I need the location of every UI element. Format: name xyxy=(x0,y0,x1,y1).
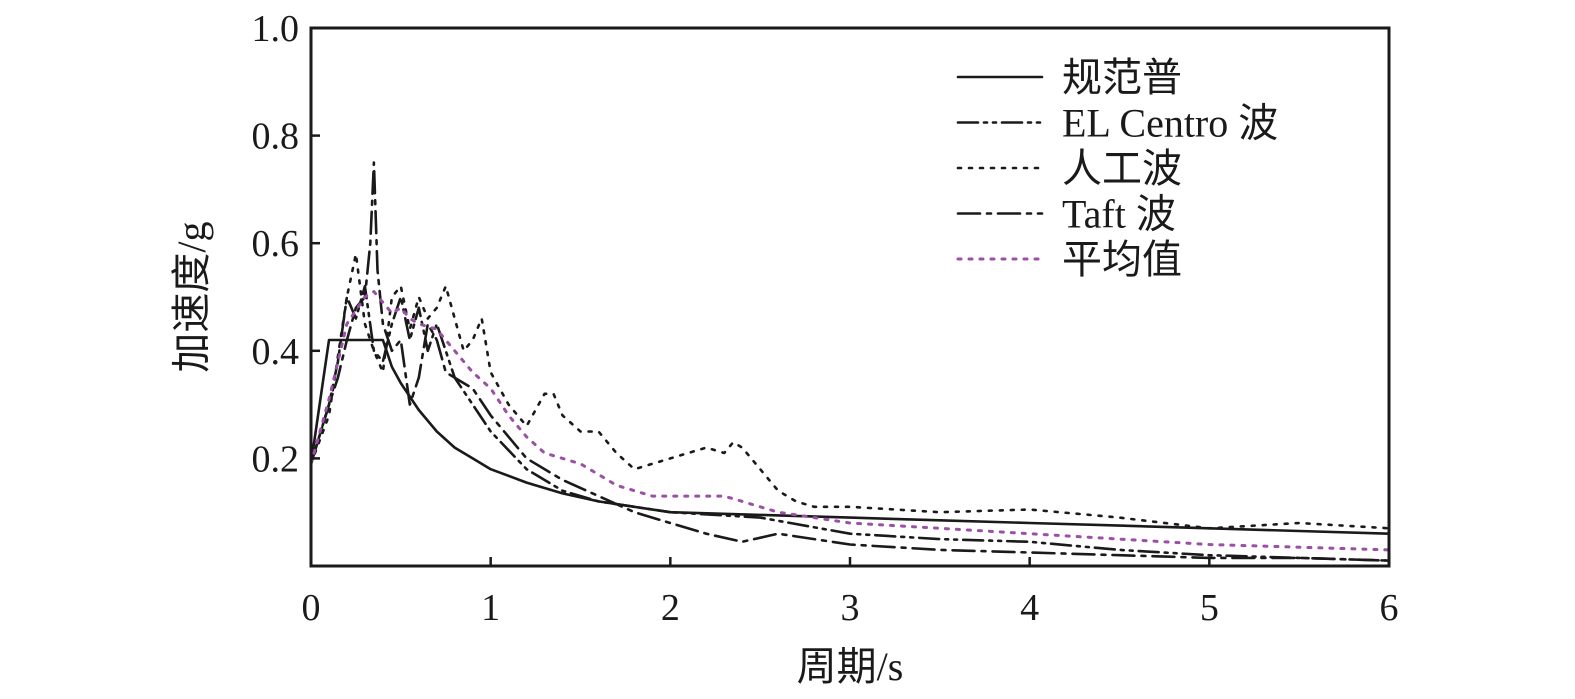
x-tick-label: 1 xyxy=(481,587,500,629)
y-tick-label: 0.4 xyxy=(252,331,300,373)
series-line-3 xyxy=(309,252,1391,530)
series-line-2 xyxy=(309,284,1391,562)
legend-label-3: 人工波 xyxy=(1062,146,1182,191)
x-tick-label: 5 xyxy=(1200,587,1219,629)
legend-label-1: 规范普 xyxy=(1062,55,1182,100)
y-tick-label: 0.6 xyxy=(252,223,300,265)
y-tick-label: 0.2 xyxy=(252,438,300,480)
y-tick-label: 0.8 xyxy=(252,116,300,158)
x-axis-title: 周期/s xyxy=(797,644,904,689)
series-line-4 xyxy=(309,161,1391,562)
x-tick-label: 3 xyxy=(841,587,860,629)
series-line-5 xyxy=(309,290,1391,552)
legend-label-2: EL Centro 波 xyxy=(1062,101,1278,146)
series-line-1 xyxy=(309,338,1391,536)
legend-label-4: Taft 波 xyxy=(1062,192,1176,237)
x-tick-label: 4 xyxy=(1020,587,1039,629)
y-axis-title: 加速度/g xyxy=(169,221,214,372)
x-tick-label: 0 xyxy=(302,587,321,629)
x-axis: 0 1 2 3 4 5 6 xyxy=(302,557,1399,629)
x-tick-label: 2 xyxy=(661,587,680,629)
legend-label-5: 平均值 xyxy=(1062,237,1182,282)
y-tick-label: 1.0 xyxy=(252,8,300,50)
plot-series xyxy=(309,161,1391,562)
x-tick-label: 6 xyxy=(1380,587,1399,629)
y-axis: 0.2 0.4 0.6 0.8 1.0 xyxy=(252,8,320,480)
